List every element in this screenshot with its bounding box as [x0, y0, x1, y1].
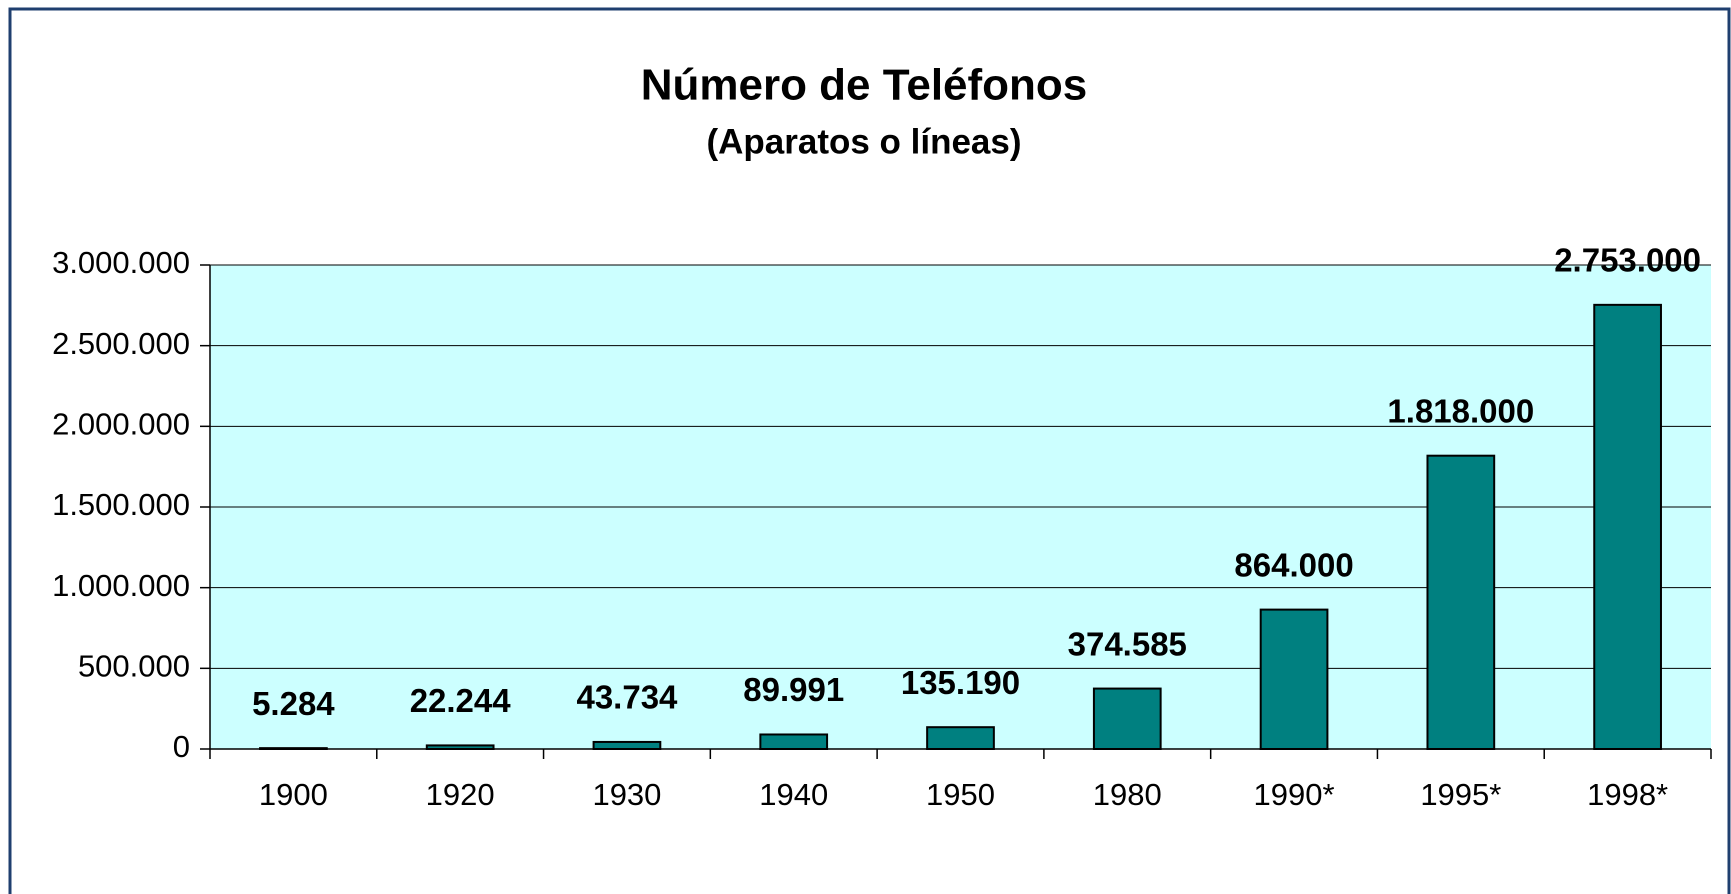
x-tick-label: 1990* [1254, 777, 1335, 812]
data-label: 1.818.000 [1387, 392, 1534, 429]
y-tick-label: 500.000 [78, 649, 190, 684]
chart-title: Número de Teléfonos [641, 61, 1088, 110]
data-label: 135.190 [901, 664, 1020, 701]
x-tick-label: 1940 [759, 777, 828, 812]
data-label: 5.284 [252, 685, 335, 722]
x-tick-label: 1920 [426, 777, 495, 812]
bar [759, 733, 829, 750]
bar [259, 747, 328, 751]
bar [592, 740, 662, 751]
data-label: 864.000 [1234, 546, 1353, 583]
bar [425, 744, 495, 751]
x-tick-label: 1950 [926, 777, 995, 812]
y-tick-label: 2.500.000 [52, 326, 190, 361]
x-tick-label: 1930 [592, 777, 661, 812]
data-label: 43.734 [576, 679, 678, 716]
x-tick-label: 1995* [1420, 777, 1501, 812]
bar [1426, 454, 1496, 750]
data-label: 22.244 [410, 682, 512, 719]
x-tick-label: 1980 [1093, 777, 1162, 812]
y-tick-label: 0 [173, 729, 190, 764]
data-label: 374.585 [1068, 625, 1187, 662]
chart-subtitle: (Aparatos o líneas) [706, 122, 1021, 161]
bar [1092, 687, 1162, 751]
bar [1593, 303, 1662, 750]
y-tick-label: 1.500.000 [52, 487, 190, 522]
y-tick-label: 3.000.000 [52, 245, 190, 280]
y-tick-label: 1.000.000 [52, 568, 190, 603]
x-tick-label: 1900 [259, 777, 328, 812]
y-tick-label: 2.000.000 [52, 407, 190, 442]
x-tick-label: 1998* [1587, 777, 1668, 812]
bar [926, 726, 995, 750]
data-label: 89.991 [743, 671, 844, 708]
bar [1259, 608, 1329, 750]
data-label: 2.753.000 [1554, 242, 1701, 279]
